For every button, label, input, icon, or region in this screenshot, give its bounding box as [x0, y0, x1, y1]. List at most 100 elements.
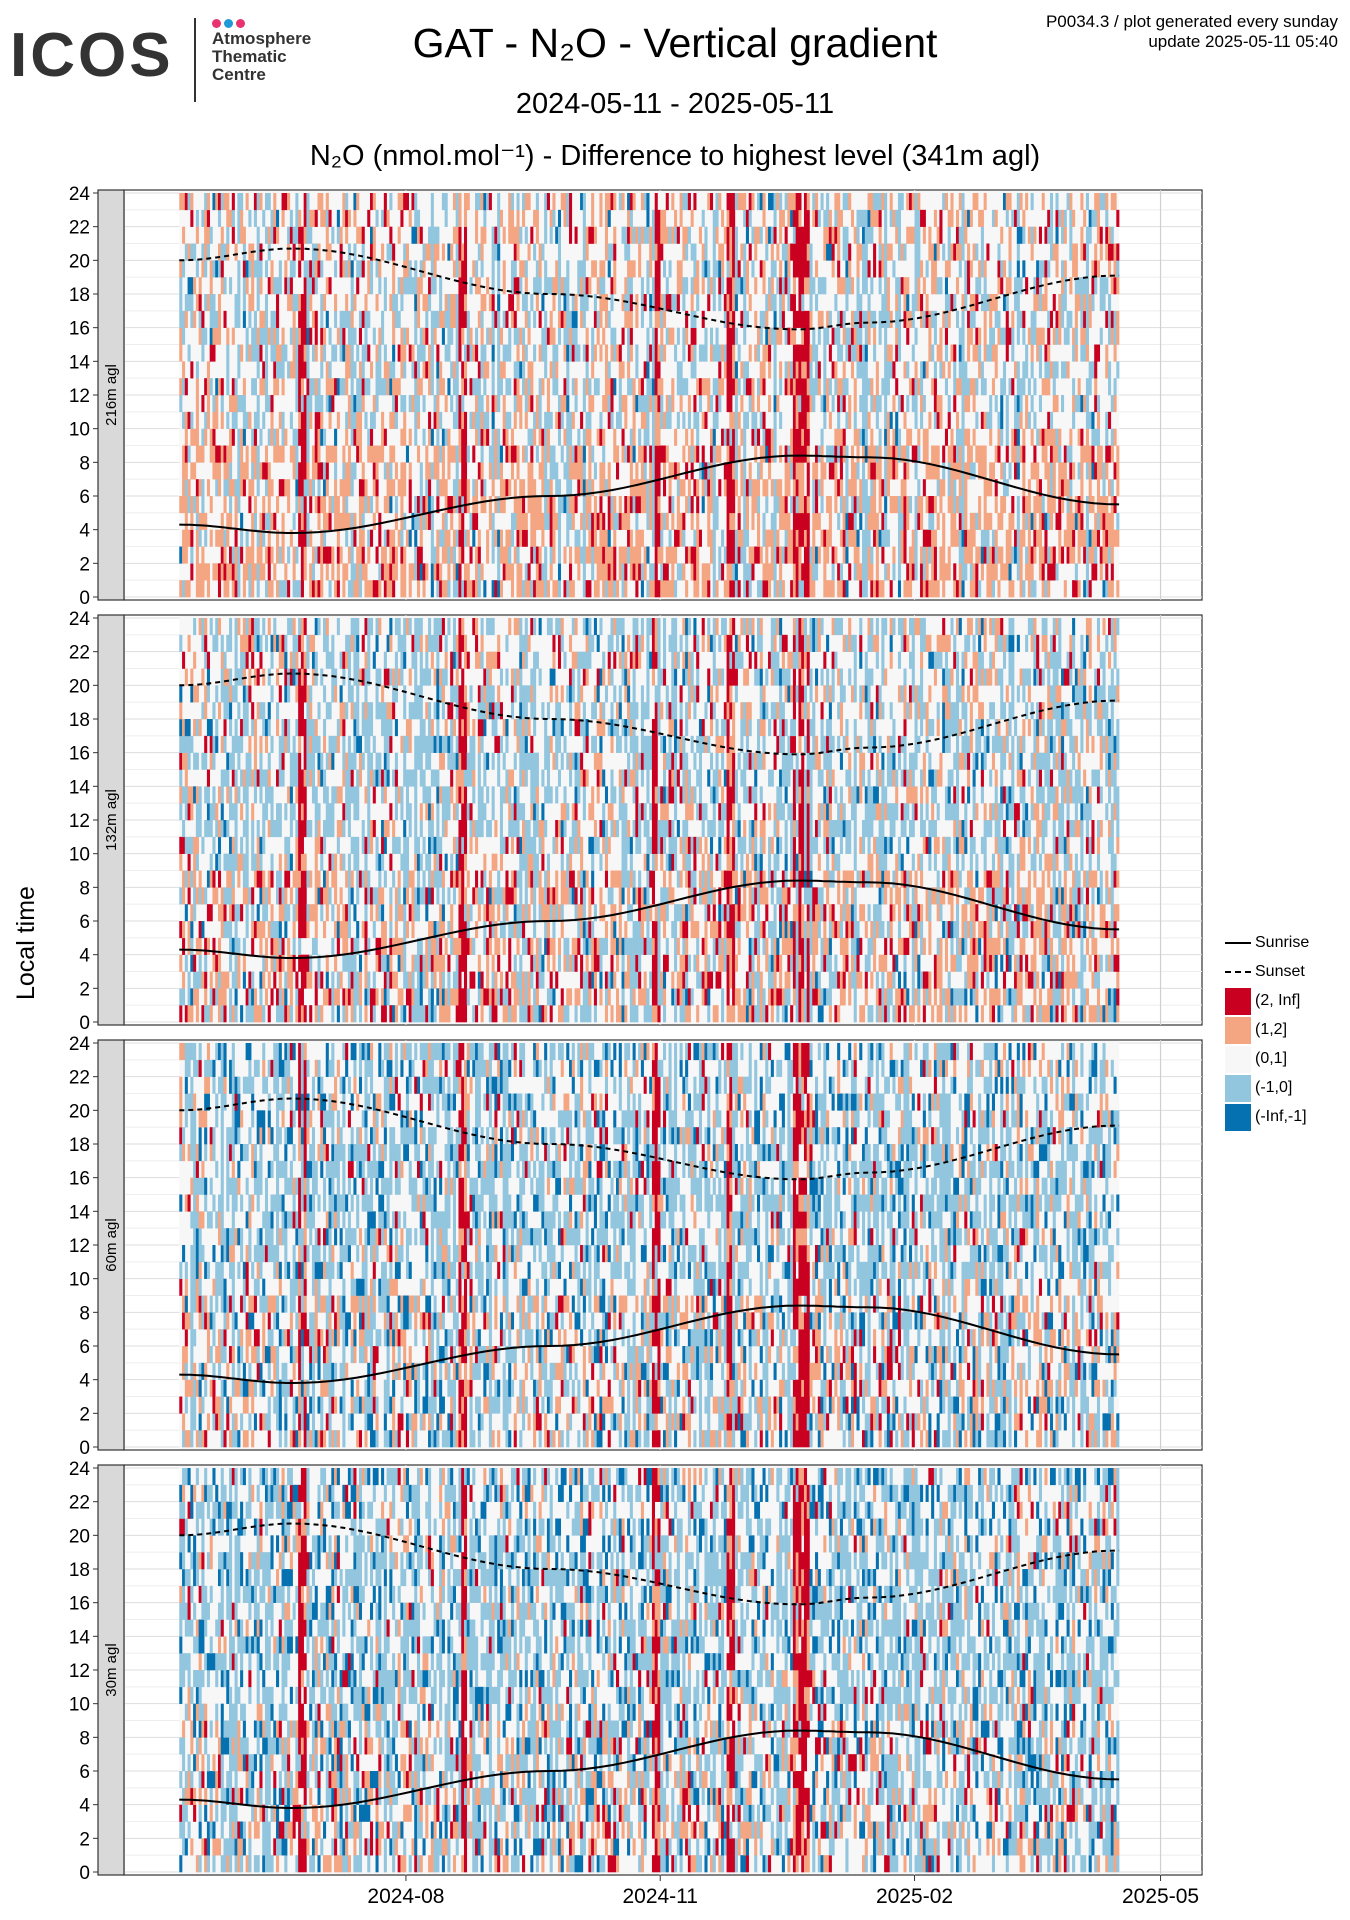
heatmap-cell [870, 277, 873, 294]
heatmap-cell [257, 547, 260, 564]
heatmap-cell [832, 563, 835, 580]
heatmap-cell [517, 193, 520, 210]
heatmap-cell [959, 563, 962, 580]
heatmap-cell [566, 328, 569, 345]
heatmap-cell [373, 580, 376, 597]
heatmap-cell [845, 378, 848, 395]
heatmap-cell [290, 412, 293, 429]
heatmap-cell [818, 210, 821, 227]
heatmap-cell [392, 378, 395, 395]
heatmap-cell [763, 530, 766, 547]
heatmap-cell [517, 513, 520, 530]
heatmap-cell [1102, 513, 1105, 530]
heatmap-cell [967, 530, 970, 547]
heatmap-cell [967, 345, 970, 362]
heatmap-cell [702, 277, 705, 294]
heatmap-cell [945, 328, 948, 345]
heatmap-cell [729, 294, 732, 311]
heatmap-cell [271, 345, 274, 362]
heatmap-cell [1022, 378, 1025, 395]
heatmap-cell [271, 547, 274, 564]
heatmap-cell [204, 972, 207, 989]
heatmap-cell [605, 294, 608, 311]
heatmap-cell [224, 277, 227, 294]
heatmap-cell [1022, 210, 1025, 227]
heatmap-cell [655, 260, 658, 277]
heatmap-cell [353, 244, 356, 261]
heatmap-cell [716, 446, 719, 463]
heatmap-cell [547, 446, 550, 463]
heatmap-cell [1078, 429, 1081, 446]
heatmap-cell [1006, 328, 1009, 345]
heatmap-cell [657, 361, 660, 378]
heatmap-cell [259, 311, 262, 328]
heatmap-cell [517, 345, 520, 362]
heatmap-cell [743, 311, 746, 328]
heatmap-cell [837, 345, 840, 362]
heatmap-cell [246, 462, 249, 479]
heatmap-cell [751, 479, 754, 496]
heatmap-cell [273, 361, 276, 378]
heatmap-cell [456, 530, 459, 547]
heatmap-cell [376, 496, 379, 513]
heatmap-cell [624, 395, 627, 412]
heatmap-cell [716, 193, 719, 210]
heatmap-cell [1033, 462, 1036, 479]
heatmap-cell [915, 462, 918, 479]
heatmap-cell [428, 361, 431, 378]
heatmap-cell [652, 462, 655, 479]
heatmap-cell [431, 462, 434, 479]
heatmap-cell [854, 311, 857, 328]
heatmap-cell [608, 479, 611, 496]
heatmap-cell [207, 193, 210, 210]
heatmap-cell [1028, 378, 1031, 395]
heatmap-cell [873, 193, 876, 210]
heatmap-cell [771, 244, 774, 261]
heatmap-cell [265, 345, 268, 362]
heatmap-cell [641, 496, 644, 513]
y-tick-label: 12 [69, 386, 90, 407]
heatmap-cell [992, 378, 995, 395]
heatmap-cell [892, 547, 895, 564]
heatmap-cell [583, 513, 586, 530]
heatmap-cell [829, 446, 832, 463]
heatmap-cell [1028, 496, 1031, 513]
heatmap-cell [1006, 547, 1009, 564]
heatmap-cell [732, 429, 735, 446]
heatmap-cell [378, 530, 381, 547]
heatmap-cell [624, 227, 627, 244]
heatmap-cell [644, 462, 647, 479]
heatmap-cell [1033, 580, 1036, 597]
heatmap-cell [746, 563, 749, 580]
heatmap-cell [1080, 530, 1083, 547]
heatmap-cell [458, 547, 461, 564]
heatmap-cell [926, 580, 929, 597]
heatmap-cell [461, 580, 464, 597]
heatmap-cell [763, 513, 766, 530]
heatmap-cell [199, 277, 202, 294]
heatmap-cell [674, 210, 677, 227]
heatmap-cell [751, 547, 754, 564]
heatmap-cell [937, 412, 940, 429]
heatmap-cell [854, 563, 857, 580]
heatmap-cell [771, 446, 774, 463]
heatmap-cell [539, 513, 542, 530]
heatmap-cell [387, 378, 390, 395]
heatmap-cell [389, 227, 392, 244]
heatmap-cell [503, 429, 506, 446]
heatmap-cell [248, 563, 251, 580]
heatmap-cell [895, 328, 898, 345]
heatmap-cell [1058, 210, 1061, 227]
heatmap-cell [605, 547, 608, 564]
heatmap-cell [1105, 361, 1108, 378]
heatmap-cell [317, 395, 320, 412]
heatmap-cell [989, 345, 992, 362]
heatmap-cell [680, 210, 683, 227]
heatmap-cell [569, 412, 572, 429]
heatmap-cell [986, 547, 989, 564]
heatmap-cell [738, 193, 741, 210]
heatmap-cell [1102, 462, 1105, 479]
heatmap-cell [815, 462, 818, 479]
heatmap-cell [442, 513, 445, 530]
heatmap-cell [196, 547, 199, 564]
